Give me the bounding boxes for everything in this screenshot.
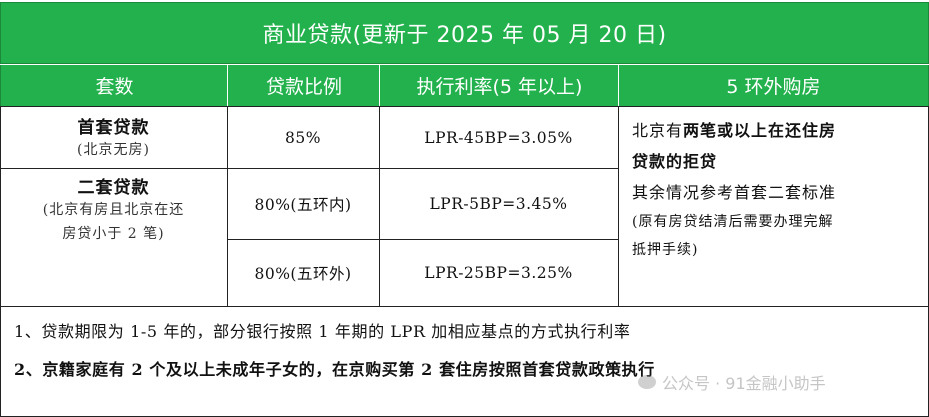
header-row: 套数 贷款比例 执行利率(5 年以上) 5 环外购房 — [0, 64, 929, 106]
first-set-name: 首套贷款 — [77, 118, 150, 138]
second-set-rate-outer: LPR-25BP=3.25% — [424, 264, 573, 282]
side-line5: 抵押手续) — [632, 242, 699, 258]
second-set-ratio-outer: 80%(五环外) — [254, 265, 352, 283]
note-2: 2、京籍家庭有 2 个及以上未成年子女的，在京购买第 2 套住房按照首套贷款政策… — [14, 360, 655, 379]
wechat-icon — [638, 375, 656, 389]
second-set-name: 二套贷款 — [77, 178, 150, 198]
second-set-cell: 二套贷款 (北京有房且北京在还 房贷小于 2 笔) — [0, 169, 227, 265]
table-title: 商业贷款(更新于 2025 年 05 月 20 日) — [262, 23, 667, 48]
outer-ring-policy-cell: 北京有两笔或以上在还住房 贷款的拒贷 其余情况参考首套二套标准 (原有房贷结清后… — [618, 107, 925, 305]
title-row: 商业贷款(更新于 2025 年 05 月 20 日) — [0, 2, 929, 64]
header-rate: 执行利率(5 年以上) — [416, 75, 583, 98]
second-set-note-line2: 房贷小于 2 笔) — [62, 226, 165, 242]
second-set-ratio-inner: 80%(五环内) — [254, 196, 352, 214]
side-line3: 其余情况参考首套二套标准 — [632, 183, 837, 202]
first-set-rate: LPR-45BP=3.05% — [424, 128, 573, 147]
header-sets: 套数 — [95, 75, 134, 98]
header-ratio: 贷款比例 — [265, 75, 342, 98]
side-line4: (原有房贷结清后需要办理完解 — [632, 214, 834, 230]
first-set-cell: 首套贷款 (北京无房) — [0, 107, 227, 168]
second-set-note-line1: (北京有房且北京在还 — [42, 202, 185, 218]
side-line1-a: 北京有 — [632, 121, 684, 140]
side-line1-b: 两笔或以上在还住房 — [683, 121, 837, 140]
second-set-rate-inner: LPR-5BP=3.45% — [429, 195, 568, 213]
first-set-note: (北京无房) — [77, 142, 150, 158]
watermark-text: 公众号 · 91金融小助手 — [662, 374, 826, 393]
first-set-ratio: 85% — [285, 128, 321, 147]
note-1: 1、贷款期限为 1-5 年的，部分银行按照 1 年期的 LPR 加相应基点的方式… — [14, 322, 631, 341]
side-line2: 贷款的拒贷 — [632, 152, 718, 171]
watermark: 公众号 · 91金融小助手 — [638, 370, 826, 394]
header-outer-ring: 5 环外购房 — [726, 75, 821, 98]
